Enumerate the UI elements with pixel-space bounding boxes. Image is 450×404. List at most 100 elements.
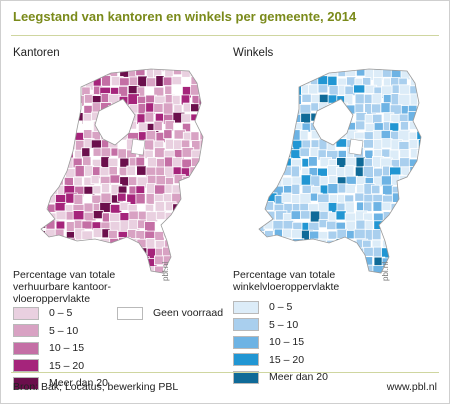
municipality-cell (259, 120, 264, 133)
municipality-cell (259, 69, 268, 76)
municipality-cell (428, 193, 429, 204)
municipality-cell (117, 192, 127, 202)
municipality-cell (46, 111, 58, 122)
municipality-cell (56, 148, 66, 161)
municipality-cell (12, 150, 20, 162)
municipality-cell (19, 257, 27, 267)
municipality-cell (327, 257, 340, 270)
municipality-cell (390, 237, 403, 247)
municipality-cell (181, 59, 191, 67)
municipality-cell (28, 212, 38, 222)
municipality-cell (199, 120, 203, 132)
municipality-cell (283, 256, 296, 266)
website-link[interactable]: www.pbl.nl (386, 381, 437, 393)
municipality-cell (54, 77, 66, 89)
municipality-cell (273, 102, 284, 116)
municipality-cell (263, 121, 275, 133)
municipality-cell (48, 59, 56, 68)
municipality-cell (246, 141, 255, 150)
municipality-cell (263, 85, 274, 97)
municipality-cell (229, 87, 239, 98)
municipality-cell (29, 104, 41, 114)
municipality-cell (210, 78, 211, 88)
municipality-cell (239, 122, 247, 132)
municipality-cell (417, 157, 421, 169)
municipality-cell (290, 69, 301, 78)
municipality-cell (426, 122, 429, 133)
municipality-cell (409, 229, 421, 240)
municipality-cell (427, 204, 429, 213)
municipality-cell (428, 94, 429, 104)
municipality-cell (265, 69, 275, 81)
municipality-cell (172, 230, 185, 243)
municipality-cell (55, 138, 67, 151)
municipality-cell (21, 167, 31, 175)
municipality-cell (229, 94, 238, 104)
municipality-cell (145, 192, 155, 205)
municipality-cell (190, 276, 201, 279)
municipality-cell (259, 140, 266, 152)
municipality-cell (301, 59, 313, 67)
municipality-cell (390, 274, 399, 279)
municipality-cell (284, 69, 295, 77)
municipality-cell (11, 87, 22, 98)
municipality-cell (281, 237, 292, 250)
municipality-cell (238, 94, 248, 103)
municipality-cell (363, 69, 374, 71)
municipality-cell (319, 69, 332, 72)
municipality-cell (180, 265, 191, 273)
municipality-cell (237, 157, 247, 166)
municipality-cell (259, 149, 265, 162)
municipality-cell (11, 258, 22, 267)
municipality-cell (238, 212, 249, 223)
municipality-cell (380, 102, 391, 114)
municipality-cell (180, 186, 192, 197)
municipality-cell (12, 211, 23, 222)
legend-item: 10 – 15 (233, 334, 328, 350)
municipality-cell (92, 246, 103, 256)
municipality-cell (259, 86, 269, 96)
municipality-cell (57, 69, 69, 76)
municipality-cell (355, 120, 366, 131)
legend-label: 5 – 10 (49, 324, 79, 337)
municipality-cell (409, 69, 421, 78)
municipality-cell (19, 78, 28, 87)
municipality-cell (109, 174, 121, 184)
ijsselmeer-water (312, 98, 354, 146)
shops-choropleth-map (229, 59, 429, 279)
municipality-cell (381, 138, 393, 149)
municipality-cell (418, 257, 421, 269)
municipality-cell (72, 248, 84, 262)
municipality-cell (198, 76, 203, 89)
municipality-cell (83, 69, 95, 78)
municipality-cell (274, 69, 287, 81)
municipality-cell (20, 238, 29, 248)
municipality-cell (82, 239, 95, 253)
municipality-cell (99, 69, 109, 72)
municipality-cell (119, 257, 131, 269)
country-outline (40, 68, 204, 274)
municipality-cell (208, 239, 211, 247)
municipality-cell (392, 59, 403, 66)
municipality-cell (29, 60, 40, 71)
municipality-cell (417, 69, 421, 81)
municipality-cell (47, 122, 59, 133)
municipality-cell (238, 59, 247, 70)
municipality-cell (259, 69, 266, 71)
municipality-cell (45, 175, 57, 185)
municipality-cell (259, 201, 261, 212)
legend-label: 15 – 20 (49, 359, 85, 372)
municipality-cell (82, 69, 95, 72)
municipality-cell (72, 210, 85, 221)
municipality-cell (274, 131, 287, 143)
municipality-cell (145, 276, 156, 279)
municipality-cell (290, 149, 302, 159)
municipality-cell (390, 265, 402, 273)
municipality-cell (265, 113, 275, 124)
municipality-cell (155, 175, 167, 186)
municipality-cell (190, 203, 201, 213)
municipality-cell (265, 158, 277, 171)
municipality-cell (230, 112, 241, 121)
municipality-cell (146, 69, 156, 71)
municipality-cell (189, 69, 202, 78)
